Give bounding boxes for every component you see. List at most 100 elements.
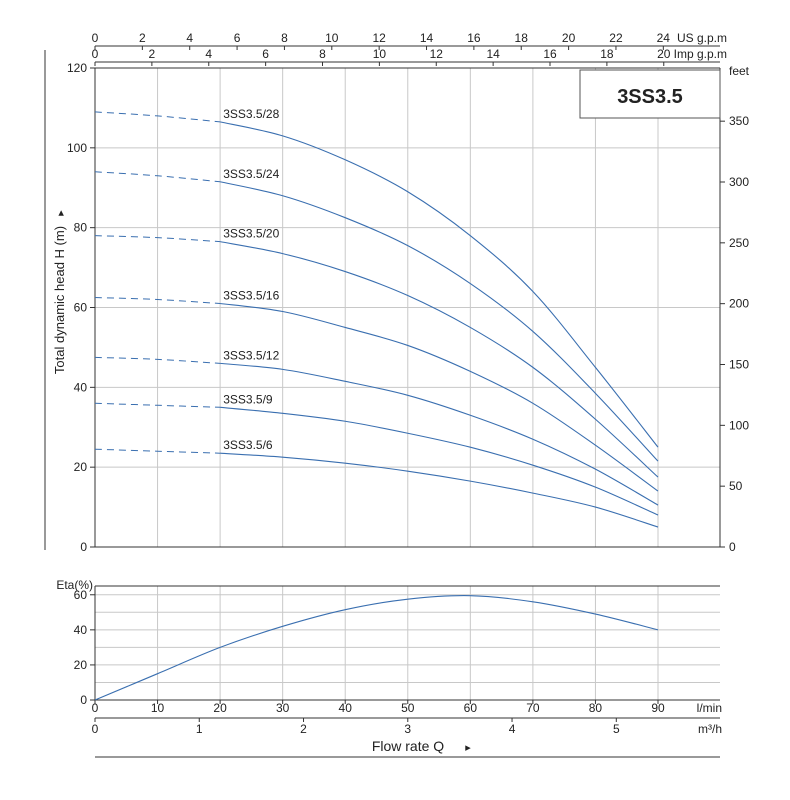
eff-y-axis-title: Eta(%) [56,578,93,592]
top-axis-tick-label: 16 [543,47,557,61]
head-curve-solid [220,362,659,506]
m3h-tick-label: 5 [613,722,620,736]
lmin-tick-label: 90 [651,701,665,715]
head-curve-dashed [94,297,221,305]
chart-title: 3SS3.5 [617,86,683,108]
lmin-tick-label: 20 [213,701,227,715]
head-curve-solid [220,302,659,492]
feet-tick-label: 50 [729,479,743,493]
head-curve-label: 3SS3.5/20 [223,227,279,241]
feet-tick-label: 300 [729,175,749,189]
lmin-tick-label: 80 [589,701,603,715]
top-axis-tick-label: 8 [281,31,288,45]
lmin-tick-label: 10 [151,701,165,715]
head-y-tick-label: 60 [74,301,88,315]
top-axis-tick-label: 0 [92,47,99,61]
model-title-box: 3SS3.5 [579,69,721,119]
top-axis-tick-label: 6 [234,31,241,45]
head-curve-solid [220,452,659,528]
head-curve-solid [220,241,659,478]
top-axis-tick-label: 2 [139,31,146,45]
x-axis-arrow: ▸ [465,742,471,754]
eff-y-tick-label: 60 [74,588,88,602]
feet-tick-label: 0 [729,540,736,554]
lmin-tick-label: 40 [339,701,353,715]
eff-y-tick-label: 20 [74,658,88,672]
feet-tick-label: 250 [729,236,749,250]
feet-tick-label: 200 [729,297,749,311]
top-axis-tick-label: 24 [657,31,671,45]
head-curve-label: 3SS3.5/12 [223,348,279,362]
top-axis-tick-label: 12 [372,31,386,45]
head-curve-label: 3SS3.5/16 [223,289,279,303]
efficiency-curve [94,595,659,701]
x-axis-title: Flow rate Q [372,738,444,754]
feet-tick-label: 100 [729,418,749,432]
head-curve-dashed [94,111,221,123]
lmin-tick-label: 0 [92,701,99,715]
m3h-unit-label: m³/h [698,722,722,736]
top-axis-unit-label: Imp g.p.m [674,47,727,61]
head-chart-panel: 3SS3.5/28 3SS3.5/24 3SS3.5/20 3SS3.5/16 3SS3… [44,31,750,554]
top-axis-tick-label: 4 [186,31,193,45]
head-y-tick-label: 100 [67,141,87,155]
top-axis-tick-label: 20 [657,47,671,61]
head-curve-label: 3SS3.5/9 [223,392,273,406]
efficiency-grid [95,586,720,700]
head-curves [94,111,659,528]
efficiency-curve-line [94,595,659,701]
feet-unit-label: feet [729,64,750,78]
lmin-tick-label: 60 [464,701,478,715]
top-axis-tick-label: 14 [420,31,434,45]
top-axis-tick-label: 18 [515,31,529,45]
eff-y-tick-label: 0 [80,693,87,707]
head-y-axis-arrow: ▸ [55,210,67,216]
top-axis-tick-label: 4 [205,47,212,61]
head-curve-solid [219,181,659,462]
eff-y-tick-label: 40 [74,623,88,637]
head-curve-labels: 3SS3.5/28 3SS3.5/24 3SS3.5/20 3SS3.5/16 3SS3… [223,107,279,452]
top-axis-tick-label: 20 [562,31,576,45]
head-y-tick-label: 0 [80,540,87,554]
top-axis-tick-label: 10 [373,47,387,61]
head-plot-frame [44,50,721,550]
top-axis-tick-label: 2 [149,47,156,61]
m3h-tick-label: 0 [92,722,99,736]
lmin-unit-label: l/min [697,701,722,715]
m3h-tick-label: 4 [509,722,516,736]
lmin-tick-label: 30 [276,701,290,715]
top-axis-tick-label: 8 [319,47,326,61]
top-axis-tick-label: 0 [92,31,99,45]
m3h-tick-label: 3 [404,722,411,736]
head-y-tick-label: 40 [74,380,88,394]
top-axis-tick-label: 18 [600,47,614,61]
head-curve-solid [219,121,659,448]
top-axis-tick-label: 6 [262,47,269,61]
lmin-tick-label: 50 [401,701,415,715]
feet-tick-label: 150 [729,358,749,372]
m3h-tick-label: 1 [196,722,203,736]
feet-tick-label: 350 [729,114,749,128]
head-y-axis-title: Total dynamic head H (m) [52,226,67,374]
head-curve-dashed [94,235,221,243]
top-axis-tick-label: 12 [430,47,444,61]
head-y-tick-label: 20 [74,460,88,474]
head-curve-dashed [94,448,221,454]
m3h-tick-label: 2 [300,722,307,736]
head-curve-label: 3SS3.5/24 [223,167,279,181]
top-axis-tick-label: 22 [609,31,623,45]
top-axis-tick-label: 16 [467,31,481,45]
head-curve-label: 3SS3.5/28 [223,107,279,121]
head-axes: 020406080100120050100150200250300350feet… [52,31,750,554]
head-curve-dashed [94,356,221,364]
head-grid [95,68,720,547]
top-axis-tick-label: 14 [486,47,500,61]
head-y-tick-label: 120 [67,61,87,75]
top-axis-tick-label: 10 [325,31,339,45]
head-curve-dashed [94,171,221,183]
top-axis-unit-label: US g.p.m [677,31,727,45]
head-curve-label: 3SS3.5/6 [223,438,273,452]
